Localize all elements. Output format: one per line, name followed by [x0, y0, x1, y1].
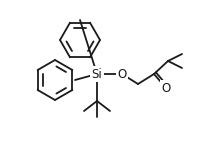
Text: O: O: [161, 82, 171, 94]
Text: Si: Si: [92, 67, 102, 80]
Text: O: O: [117, 67, 127, 80]
